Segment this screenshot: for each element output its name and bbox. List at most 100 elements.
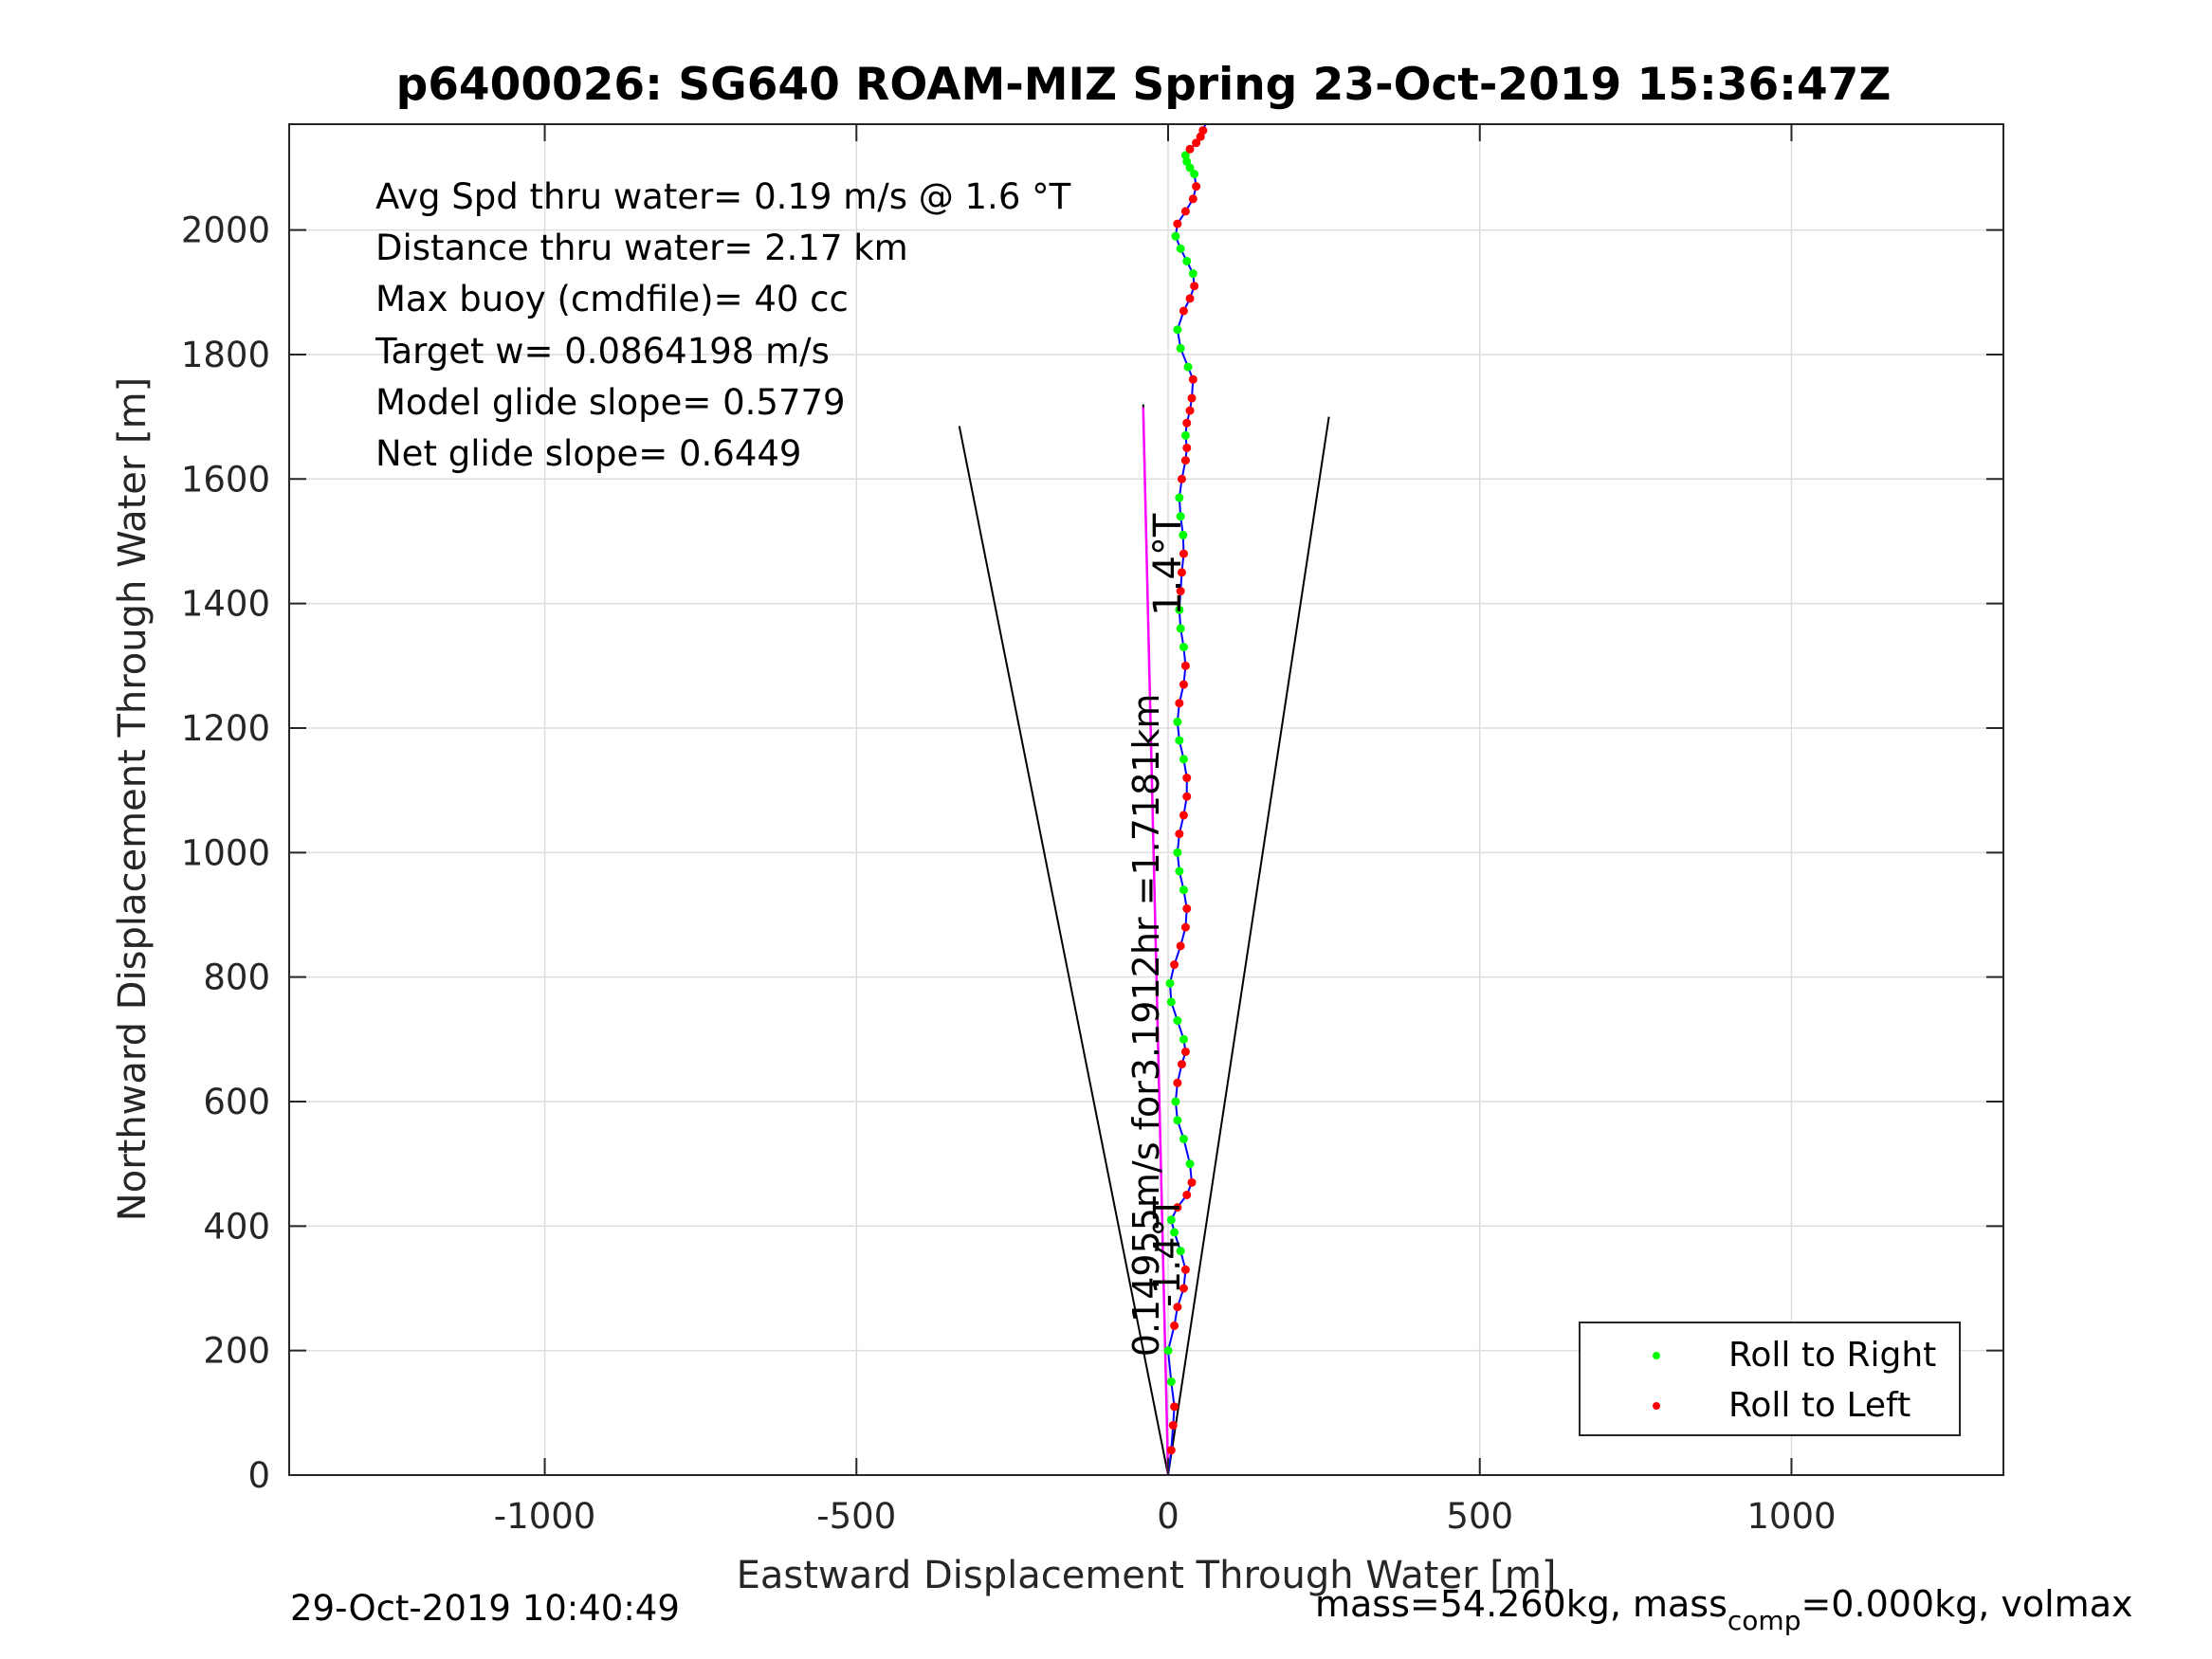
annotation-label: 0.14955m/s for3.1912hr =1.7181km — [1125, 694, 1167, 1358]
roll-marker — [1183, 362, 1193, 372]
roll-marker — [1173, 848, 1182, 857]
roll-markers — [1163, 126, 1208, 1455]
depth-avg-current-line — [1142, 407, 1170, 1476]
roll-marker — [1170, 1228, 1179, 1237]
plot-area-frame — [288, 123, 2004, 1476]
roll-marker — [1176, 1247, 1185, 1256]
roll-marker — [1179, 811, 1188, 820]
roll-marker — [1179, 549, 1188, 558]
footer-mass-sub: comp — [1727, 1605, 1801, 1636]
roll-marker — [1179, 1134, 1188, 1143]
roll-marker — [1173, 325, 1182, 335]
roll-marker — [1198, 126, 1208, 136]
annotation-label: -1.4°T — [1146, 1196, 1188, 1307]
y-tick-label: 0 — [247, 1455, 270, 1496]
roll-marker — [1163, 1346, 1173, 1356]
roll-marker — [1173, 1078, 1182, 1087]
roll-marker — [1175, 605, 1184, 614]
roll-marker — [1179, 1034, 1188, 1044]
stat-max-buoy: Max buoy (cmdfile)= 40 cc — [375, 279, 849, 319]
legend-marker-roll-left — [1653, 1402, 1660, 1410]
roll-marker — [1176, 624, 1185, 633]
roll-marker — [1188, 374, 1197, 384]
roll-marker — [1173, 1116, 1182, 1125]
stat-distance: Distance thru water= 2.17 km — [375, 228, 908, 268]
legend-marker-roll-right — [1653, 1352, 1660, 1359]
roll-marker — [1171, 231, 1180, 241]
roll-marker — [1166, 1215, 1176, 1225]
legend-entry-roll-right: Roll to Right — [1581, 1332, 1959, 1379]
roll-marker — [1180, 1265, 1190, 1274]
roll-marker — [1173, 1016, 1182, 1026]
roll-marker — [1182, 443, 1192, 452]
footer-mass-text: mass=54.260kg, mass — [1315, 1583, 1728, 1625]
roll-marker — [1179, 1284, 1188, 1293]
roll-marker — [1170, 1402, 1179, 1412]
stat-avg-speed: Avg Spd thru water= 0.19 m/s @ 1.6 °T — [375, 176, 1071, 217]
roll-marker — [1173, 219, 1182, 228]
roll-marker — [1170, 960, 1179, 970]
roll-marker — [1185, 144, 1195, 154]
y-tick-label: 2000 — [181, 210, 270, 251]
cone-line-left — [958, 426, 1169, 1476]
roll-marker — [1170, 1321, 1179, 1330]
roll-marker — [1176, 587, 1185, 596]
roll-marker — [1177, 474, 1186, 483]
x-tick-label: -500 — [816, 1496, 896, 1537]
roll-marker — [1179, 643, 1188, 652]
annotations: 0.14955m/s for3.1912hr =1.7181km 1.4°T -1.… — [1125, 513, 1190, 1357]
x-tick-label: 0 — [1157, 1496, 1179, 1537]
roll-marker — [1182, 1190, 1192, 1199]
roll-marker — [1192, 182, 1201, 191]
roll-marker — [1185, 294, 1195, 303]
roll-marker — [1173, 1203, 1182, 1212]
y-tick-label: 1800 — [181, 335, 270, 375]
stat-target-w: Target w= 0.0864198 m/s — [375, 331, 830, 372]
roll-marker — [1192, 138, 1201, 148]
stat-model-glide-slope: Model glide slope= 0.5779 — [375, 382, 846, 423]
roll-marker — [1179, 680, 1188, 689]
stat-net-glide-slope: Net glide slope= 0.6449 — [375, 433, 802, 474]
roll-marker — [1185, 1159, 1195, 1169]
roll-marker — [1175, 699, 1184, 708]
footer-timestamp: 29-Oct-2019 10:40:49 — [290, 1588, 680, 1629]
roll-marker — [1187, 1177, 1197, 1187]
roll-marker — [1166, 997, 1176, 1007]
roll-marker — [1187, 393, 1197, 403]
roll-marker — [1180, 456, 1190, 465]
roll-marker — [1175, 493, 1184, 502]
y-tick-label: 1600 — [181, 459, 270, 500]
axis-ticks: -1000 -500 0 500 1000 0 200 400 600 800 1000 1200 14… — [181, 124, 2003, 1537]
legend-label-roll-right: Roll to Right — [1728, 1336, 1937, 1375]
y-tick-label: 800 — [203, 957, 270, 998]
roll-marker — [1177, 1060, 1186, 1069]
roll-marker — [1182, 903, 1192, 913]
y-tick-label: 400 — [203, 1206, 270, 1247]
annotation-label: 1.4°T — [1146, 513, 1190, 616]
roll-marker — [1176, 512, 1185, 521]
roll-marker — [1190, 282, 1199, 291]
roll-marker — [1179, 306, 1188, 316]
roll-marker — [1176, 941, 1185, 951]
roll-marker — [1175, 866, 1184, 876]
roll-marker — [1179, 885, 1188, 895]
footer-mass-info: mass=54.260kg, masscomp=0.000kg, volmax — [1315, 1583, 2132, 1636]
roll-marker — [1180, 430, 1190, 440]
roll-marker — [1168, 1420, 1178, 1430]
roll-marker — [1182, 256, 1192, 265]
roll-marker — [1166, 1376, 1176, 1386]
roll-marker — [1180, 207, 1190, 216]
x-tick-label: 1000 — [1746, 1496, 1836, 1537]
roll-marker — [1171, 1097, 1180, 1106]
legend: Roll to Right Roll to Left — [1579, 1322, 1961, 1436]
roll-marker — [1176, 244, 1185, 253]
chart-title: p6400026: SG640 ROAM-MIZ Spring 23-Oct-2… — [395, 59, 1892, 111]
y-tick-label: 600 — [203, 1082, 270, 1122]
roll-marker — [1182, 774, 1192, 783]
x-tick-label: 500 — [1446, 1496, 1513, 1537]
y-tick-label: 1000 — [181, 832, 270, 873]
y-tick-label: 1200 — [181, 708, 270, 749]
roll-marker — [1180, 922, 1190, 932]
roll-marker — [1185, 406, 1195, 415]
